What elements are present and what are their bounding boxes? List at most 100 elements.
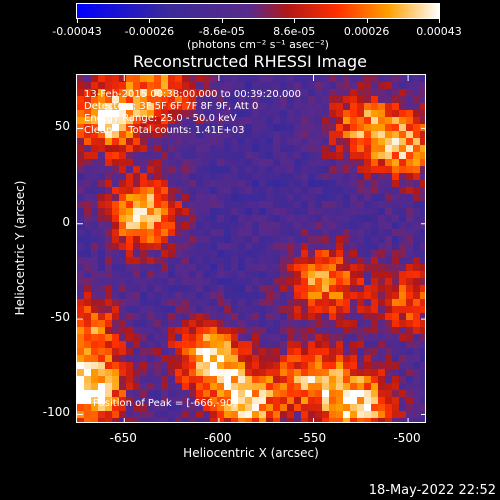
heatmap-cell xyxy=(329,180,337,188)
heatmap-cell xyxy=(168,299,176,307)
heatmap-cell xyxy=(420,82,425,90)
heatmap-cell xyxy=(315,243,323,251)
y-tick-label: -100 xyxy=(42,405,70,420)
heatmap-cell xyxy=(217,166,225,174)
heatmap-cell xyxy=(231,320,239,328)
heatmap-cell xyxy=(308,257,316,265)
heatmap-cell xyxy=(112,187,120,195)
heatmap-cell xyxy=(350,257,358,265)
heatmap-cell xyxy=(322,257,330,265)
heatmap-cell xyxy=(154,82,162,90)
heatmap-cell xyxy=(203,96,211,104)
heatmap-cell xyxy=(273,222,281,230)
heatmap-cell xyxy=(399,306,407,314)
heatmap-cell xyxy=(168,257,176,265)
heatmap-cell xyxy=(287,82,295,90)
heatmap-cell xyxy=(315,152,323,160)
heatmap-cell xyxy=(84,124,92,132)
heatmap-cell xyxy=(98,117,106,125)
heatmap-cell xyxy=(196,208,204,216)
heatmap-cell xyxy=(392,124,400,132)
heatmap-cell xyxy=(231,250,239,258)
heatmap-cell xyxy=(252,222,260,230)
heatmap-cell xyxy=(126,208,134,216)
heatmap-cell xyxy=(203,222,211,230)
heatmap-cell xyxy=(210,166,218,174)
heatmap-cell xyxy=(343,96,351,104)
heatmap-cell xyxy=(196,194,204,202)
heatmap-cell xyxy=(315,215,323,223)
heatmap-cell xyxy=(399,187,407,195)
heatmap-cell xyxy=(245,124,253,132)
heatmap-cell xyxy=(245,103,253,111)
heatmap-cell xyxy=(196,320,204,328)
heatmap-cell xyxy=(105,355,113,363)
heatmap-cell xyxy=(161,138,169,146)
heatmap-cell xyxy=(98,285,106,293)
heatmap-cell xyxy=(77,327,85,335)
heatmap-cell xyxy=(105,257,113,265)
heatmap-cell xyxy=(84,411,92,419)
heatmap-cell xyxy=(252,334,260,342)
heatmap-cell xyxy=(182,313,190,321)
heatmap-cell xyxy=(238,180,246,188)
heatmap-cell xyxy=(399,138,407,146)
heatmap-cell xyxy=(77,348,85,356)
heatmap-cell xyxy=(140,89,148,97)
heatmap-cell xyxy=(154,152,162,160)
heatmap-cell xyxy=(203,138,211,146)
heatmap-cell xyxy=(343,222,351,230)
heatmap-cell xyxy=(147,229,155,237)
heatmap-cell xyxy=(420,222,425,230)
heatmap-cell xyxy=(413,299,421,307)
heatmap-cell xyxy=(182,411,190,419)
heatmap-cell xyxy=(273,145,281,153)
heatmap-cell xyxy=(259,306,267,314)
heatmap-cell xyxy=(98,75,106,83)
heatmap-cell xyxy=(91,159,99,167)
heatmap-cell xyxy=(133,278,141,286)
heatmap-cell xyxy=(126,404,134,412)
heatmap-cell xyxy=(119,138,127,146)
heatmap-cell xyxy=(343,264,351,272)
heatmap-cell xyxy=(189,103,197,111)
heatmap-cell xyxy=(350,159,358,167)
heatmap-cell xyxy=(147,201,155,209)
heatmap-cell xyxy=(406,285,414,293)
heatmap-cell xyxy=(378,348,386,356)
heatmap-cell xyxy=(133,117,141,125)
heatmap-cell xyxy=(371,411,379,419)
heatmap-cell xyxy=(294,166,302,174)
heatmap-cell xyxy=(133,341,141,349)
heatmap-cell xyxy=(224,103,232,111)
heatmap-cell xyxy=(112,285,120,293)
heatmap-cell xyxy=(364,327,372,335)
heatmap-cell xyxy=(392,75,400,83)
heatmap-cell xyxy=(406,306,414,314)
heatmap-cell xyxy=(175,362,183,370)
heatmap-cell xyxy=(406,411,414,419)
heatmap-cell xyxy=(336,110,344,118)
heatmap-cell xyxy=(210,355,218,363)
heatmap-cell xyxy=(224,341,232,349)
heatmap-cell xyxy=(182,271,190,279)
heatmap-cell xyxy=(350,285,358,293)
heatmap-cell xyxy=(315,299,323,307)
heatmap-cell xyxy=(343,243,351,251)
heatmap-cell xyxy=(343,166,351,174)
heatmap-cell xyxy=(287,397,295,405)
heatmap-cell xyxy=(245,82,253,90)
heatmap-cell xyxy=(336,320,344,328)
heatmap-cell xyxy=(329,208,337,216)
heatmap-cell xyxy=(126,271,134,279)
heatmap-cell xyxy=(413,355,421,363)
heatmap-cell xyxy=(84,96,92,104)
heatmap-cell xyxy=(133,103,141,111)
heatmap-cell xyxy=(413,208,421,216)
heatmap-cell xyxy=(154,369,162,377)
heatmap-cell xyxy=(392,187,400,195)
heatmap-cell xyxy=(266,327,274,335)
heatmap-cell xyxy=(84,390,92,398)
heatmap-cell xyxy=(189,292,197,300)
heatmap-cell xyxy=(147,208,155,216)
